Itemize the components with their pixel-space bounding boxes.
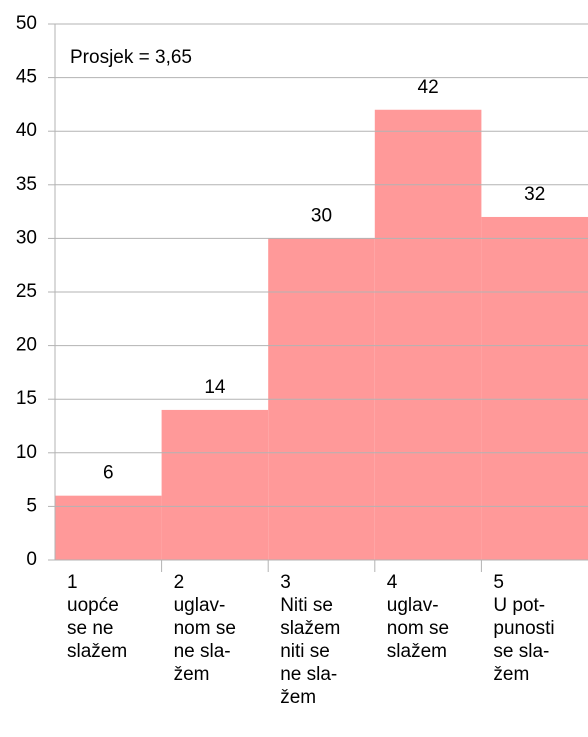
value-label: 32 — [524, 184, 545, 205]
y-tick-label: 5 — [26, 495, 37, 516]
x-tick-label: 4 uglav-nom se slažem — [387, 572, 449, 662]
y-tick-label: 10 — [16, 442, 37, 463]
bar — [161, 409, 269, 560]
value-label: 30 — [311, 205, 332, 226]
x-tick-label: 3 Niti se slažem niti se ne sla-žem — [280, 572, 340, 708]
y-tick-label: 35 — [16, 174, 37, 195]
value-label: 42 — [418, 77, 439, 98]
annotation: Prosjek = 3,65 — [70, 47, 192, 68]
value-label: 6 — [103, 463, 114, 484]
y-tick-label: 30 — [16, 227, 37, 248]
value-label: 14 — [204, 377, 226, 398]
y-tick-label: 50 — [16, 13, 37, 34]
x-tick-label: 1 uopće se ne slažem — [67, 572, 127, 662]
y-tick-label: 25 — [16, 281, 37, 302]
plot: 0 5 10 15 20 25 30 35 40 45 50 1 uopće se ne slažem 2 ug… — [16, 13, 588, 708]
y-tick-label: 45 — [16, 67, 37, 88]
x-tick-label: 2 uglav-nom se ne sla-žem — [174, 572, 236, 685]
bar — [481, 216, 588, 560]
y-tick-label: 15 — [16, 388, 37, 409]
y-tick-label: 40 — [16, 120, 37, 141]
y-tick-label: 20 — [16, 335, 37, 356]
bar — [55, 495, 162, 560]
y-tick-label: 0 — [26, 549, 37, 570]
bar — [374, 109, 482, 560]
